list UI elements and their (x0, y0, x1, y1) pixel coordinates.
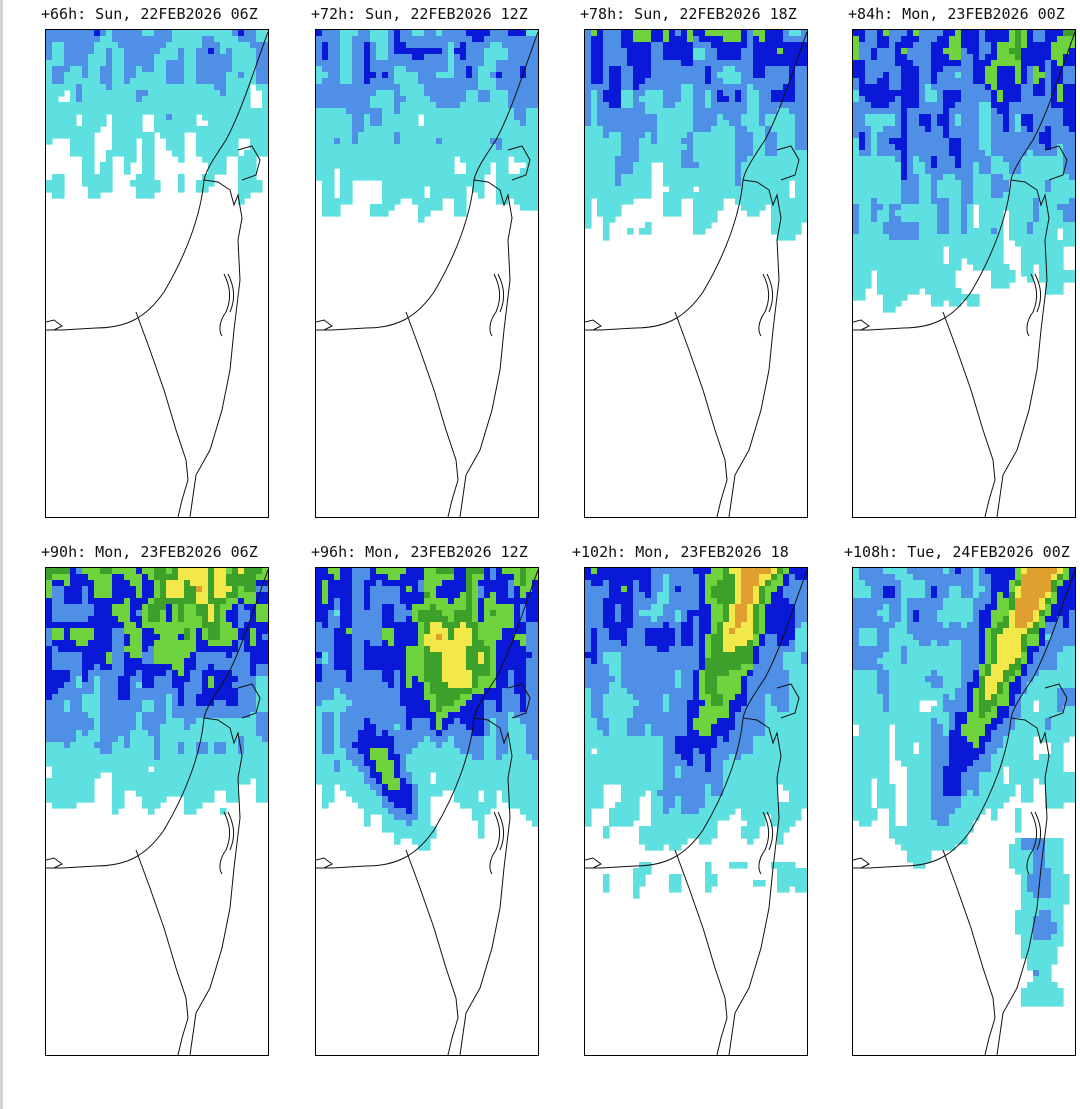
precipitation-field (585, 568, 807, 899)
precipitation-map (45, 567, 269, 1056)
coastline-borders (46, 569, 268, 1055)
precipitation-field (46, 568, 268, 815)
forecast-panel-102h: +102h: Mon, 23FEB2026 18 (572, 540, 812, 1060)
left-edge-strip (0, 0, 3, 1109)
coastline-borders (853, 569, 1075, 1055)
map-canvas (853, 30, 1075, 517)
panel-title: +72h: Sun, 22FEB2026 12Z (311, 5, 528, 23)
forecast-panel-72h: +72h: Sun, 22FEB2026 12Z (311, 2, 541, 522)
map-canvas (585, 30, 807, 517)
precipitation-map (45, 29, 269, 518)
forecast-panel-84h: +84h: Mon, 23FEB2026 00Z (848, 2, 1078, 522)
coastline-borders (585, 569, 807, 1055)
forecast-panel-108h: +108h: Tue, 24FEB2026 00Z (844, 540, 1080, 1060)
map-canvas (585, 568, 807, 1055)
precipitation-map (315, 29, 539, 518)
panel-title: +90h: Mon, 23FEB2026 06Z (41, 543, 258, 561)
map-canvas (316, 568, 538, 1055)
forecast-panel-96h: +96h: Mon, 23FEB2026 12Z (311, 540, 541, 1060)
precipitation-field (46, 30, 268, 205)
precipitation-field (585, 30, 807, 241)
coastline-borders (46, 31, 268, 517)
precipitation-field (316, 30, 538, 223)
panel-title: +78h: Sun, 22FEB2026 18Z (580, 5, 797, 23)
panel-title: +96h: Mon, 23FEB2026 12Z (311, 543, 528, 561)
precipitation-map (852, 567, 1076, 1056)
coastline-borders (853, 31, 1075, 517)
precipitation-map (584, 567, 808, 1056)
forecast-panel-90h: +90h: Mon, 23FEB2026 06Z (41, 540, 271, 1060)
map-canvas (46, 568, 268, 1055)
map-canvas (316, 30, 538, 517)
panel-title: +102h: Mon, 23FEB2026 18 (572, 543, 789, 561)
coastline-borders (316, 31, 538, 517)
precipitation-field (853, 568, 1075, 1007)
precipitation-map (315, 567, 539, 1056)
precipitation-map (852, 29, 1076, 518)
precipitation-field (853, 30, 1075, 313)
precipitation-map (584, 29, 808, 518)
forecast-panel-66h: +66h: Sun, 22FEB2026 06Z (41, 2, 271, 522)
panel-title: +66h: Sun, 22FEB2026 06Z (41, 5, 258, 23)
map-canvas (46, 30, 268, 517)
map-canvas (853, 568, 1075, 1055)
panel-title: +108h: Tue, 24FEB2026 00Z (844, 543, 1070, 561)
coastline-borders (585, 31, 807, 517)
coastline-borders (316, 569, 538, 1055)
precipitation-field (316, 568, 538, 851)
forecast-panel-78h: +78h: Sun, 22FEB2026 18Z (580, 2, 810, 522)
panel-title: +84h: Mon, 23FEB2026 00Z (848, 5, 1065, 23)
